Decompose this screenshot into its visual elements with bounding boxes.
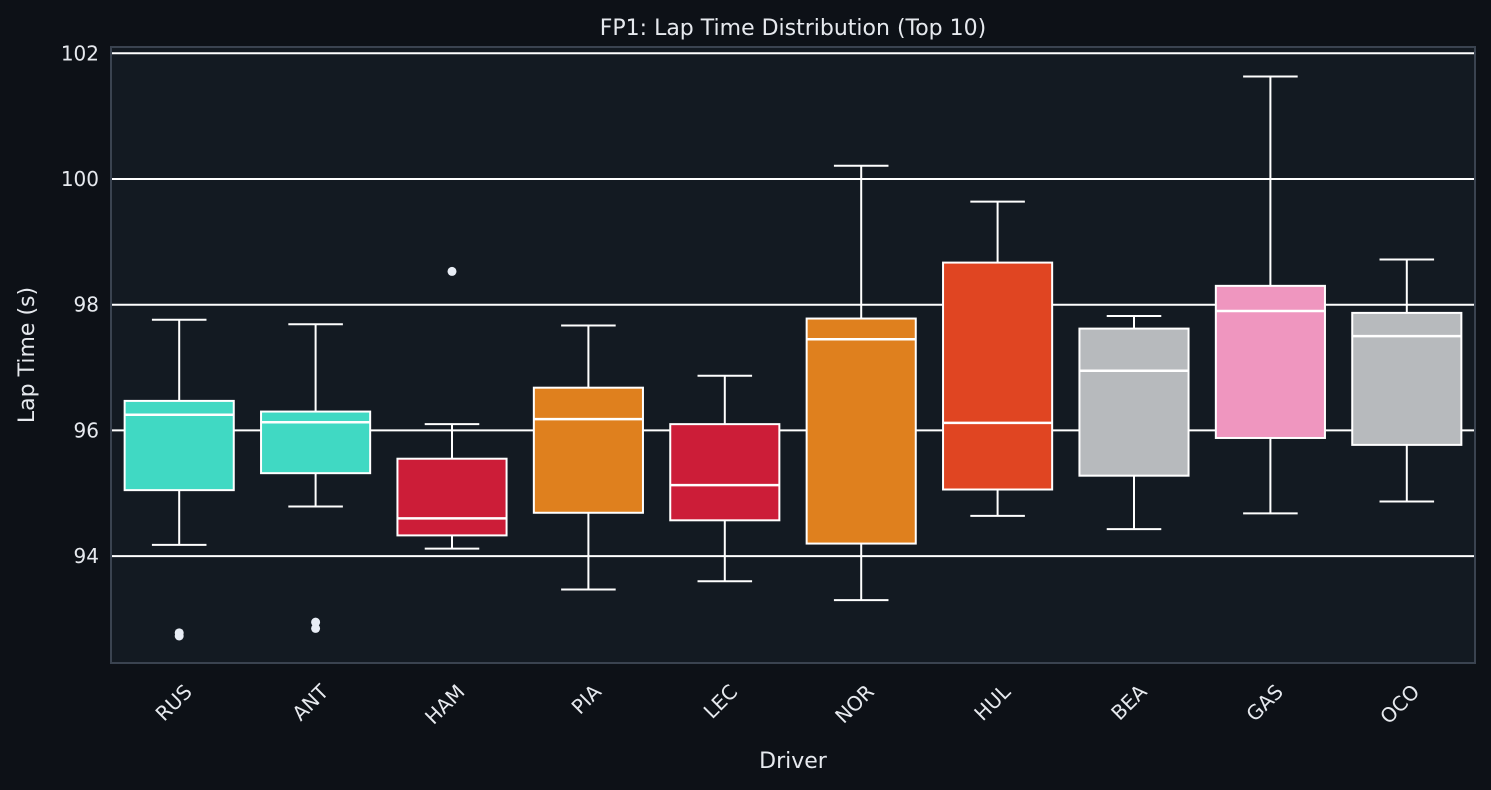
box-nor	[805, 164, 917, 602]
outlier-rus-1	[174, 631, 184, 641]
box-series	[123, 75, 1463, 641]
iqr-box-bea	[1078, 327, 1190, 477]
iqr-box-pia	[532, 386, 644, 514]
iqr-box-ant	[260, 410, 372, 475]
iqr-box-ham	[396, 457, 508, 537]
box-oco	[1351, 258, 1463, 503]
iqr-box-hul	[942, 261, 1054, 491]
box-lec	[669, 374, 781, 583]
y-tick-label-96: 96	[74, 418, 99, 442]
y-tick-label-98: 98	[74, 293, 99, 317]
plot-frame	[110, 46, 1476, 664]
iqr-box-oco	[1351, 311, 1463, 446]
y-axis-label: Lap Time (s)	[15, 287, 40, 423]
outlier-ant-1	[311, 623, 321, 633]
iqr-box-nor	[805, 317, 917, 545]
chart-title: FP1: Lap Time Distribution (Top 10)	[600, 16, 986, 41]
box-gas	[1214, 75, 1326, 515]
y-tick-label-102: 102	[61, 41, 99, 65]
y-tick-label-94: 94	[74, 544, 99, 568]
outlier-ham-0	[447, 266, 457, 276]
box-ant	[260, 323, 372, 633]
outlier-ant-0	[311, 617, 321, 627]
box-ham	[396, 266, 508, 550]
y-tick-label-100: 100	[61, 167, 99, 191]
iqr-box-lec	[669, 423, 781, 522]
box-bea	[1078, 315, 1190, 531]
box-pia	[532, 324, 644, 591]
iqr-box-gas	[1214, 284, 1326, 439]
box-hul	[942, 200, 1054, 517]
y-axis-ticks: 94 96 98 100 102	[61, 41, 99, 568]
x-axis-label: Driver	[759, 749, 828, 774]
box-rus	[123, 318, 235, 641]
